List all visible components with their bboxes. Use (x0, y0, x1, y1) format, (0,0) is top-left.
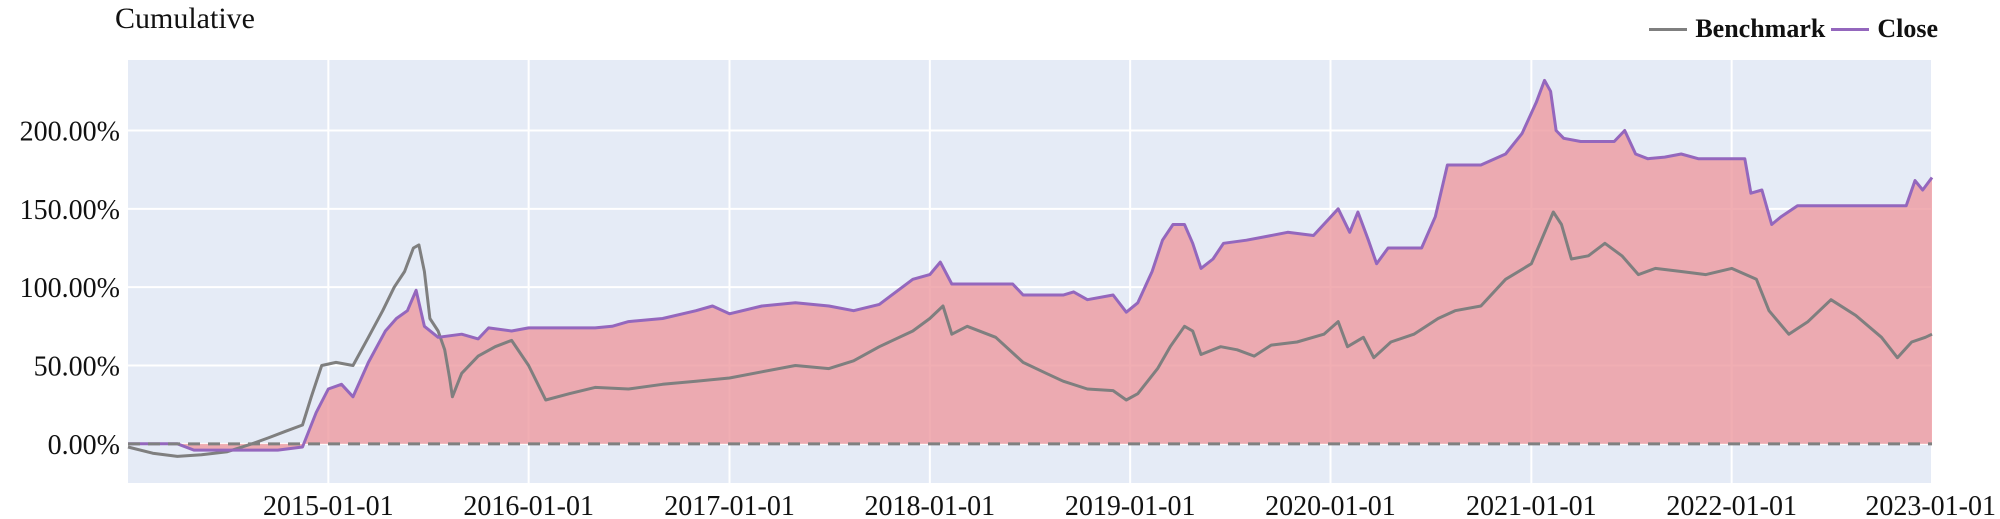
legend-swatch-close (1831, 27, 1870, 31)
y-tick-label-2: 100.00% (20, 273, 120, 304)
close-line (128, 78, 1934, 452)
legend-label-close: Close (1877, 14, 1938, 43)
x-tick-label-3: 2018-01-01 (865, 491, 996, 519)
legend-item-close[interactable]: Close (1831, 14, 1938, 44)
x-tick-label-7: 2022-01-01 (1666, 491, 1797, 519)
legend-item-benchmark[interactable]: Benchmark (1649, 14, 1825, 44)
x-tick-label-0: 2015-01-01 (263, 491, 394, 519)
y-tick-label-0: 0.00% (48, 430, 120, 461)
legend-swatch-benchmark (1649, 27, 1688, 31)
y-tick-label-4: 200.00% (20, 117, 120, 148)
y-tick-label-3: 150.00% (20, 195, 120, 226)
close-fill-area (128, 80, 1932, 451)
x-tick-label-2: 2017-01-01 (664, 491, 795, 519)
chart-title: Cumulative (115, 2, 255, 35)
x-tick-label-6: 2021-01-01 (1466, 491, 1597, 519)
x-tick-label-4: 2019-01-01 (1065, 491, 1196, 519)
x-tick-label-1: 2016-01-01 (463, 491, 594, 519)
x-tick-label-8: 2023-01-01 (1865, 491, 1996, 519)
x-tick-label-5: 2020-01-01 (1265, 491, 1396, 519)
legend-label-benchmark: Benchmark (1695, 14, 1826, 43)
benchmark-line (127, 210, 1933, 458)
y-tick-label-1: 50.00% (34, 352, 120, 383)
legend: Benchmark Close (1649, 14, 1938, 44)
